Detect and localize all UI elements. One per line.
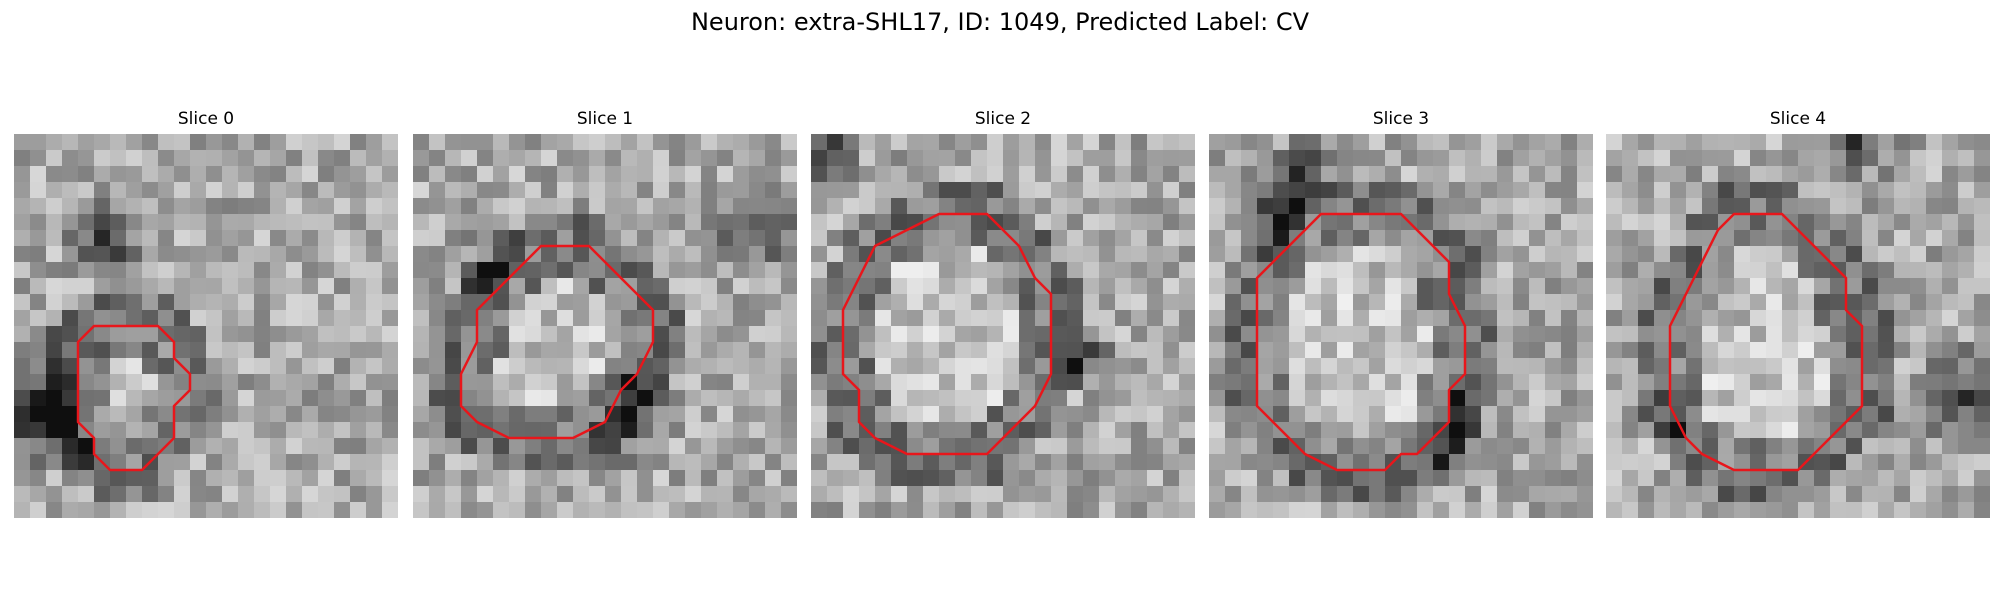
em-pixel-grid	[1209, 134, 1593, 518]
slice-panel-2: Slice 2	[811, 108, 1195, 518]
em-pixel-grid	[14, 134, 398, 518]
slice-panel-0: Slice 0	[14, 108, 398, 518]
slice-panel-3: Slice 3	[1209, 108, 1593, 518]
slice-image-4	[1606, 134, 1990, 518]
segmentation-contour	[76, 324, 192, 472]
slice-image-0	[14, 134, 398, 518]
slice-title-3: Slice 3	[1372, 109, 1430, 129]
segmentation-contour	[841, 212, 1053, 456]
em-pixel-grid	[413, 134, 797, 518]
figure-title: Neuron: extra-SHL17, ID: 1049, Predicted…	[690, 8, 1310, 36]
slice-image-2	[811, 134, 1195, 518]
slice-image-3	[1209, 134, 1593, 518]
slice-title-4: Slice 4	[1769, 109, 1827, 129]
segmentation-contour	[1668, 212, 1864, 472]
slice-panel-4: Slice 4	[1606, 108, 1990, 518]
em-pixel-grid	[1606, 134, 1990, 518]
segmentation-contour	[1255, 212, 1467, 472]
segmentation-contour	[459, 244, 655, 440]
slice-title-1: Slice 1	[576, 109, 634, 129]
slice-title-0: Slice 0	[177, 109, 235, 129]
slice-title-2: Slice 2	[974, 109, 1032, 129]
slice-panel-1: Slice 1	[413, 108, 797, 518]
slice-image-1	[413, 134, 797, 518]
em-pixel-grid	[811, 134, 1195, 518]
